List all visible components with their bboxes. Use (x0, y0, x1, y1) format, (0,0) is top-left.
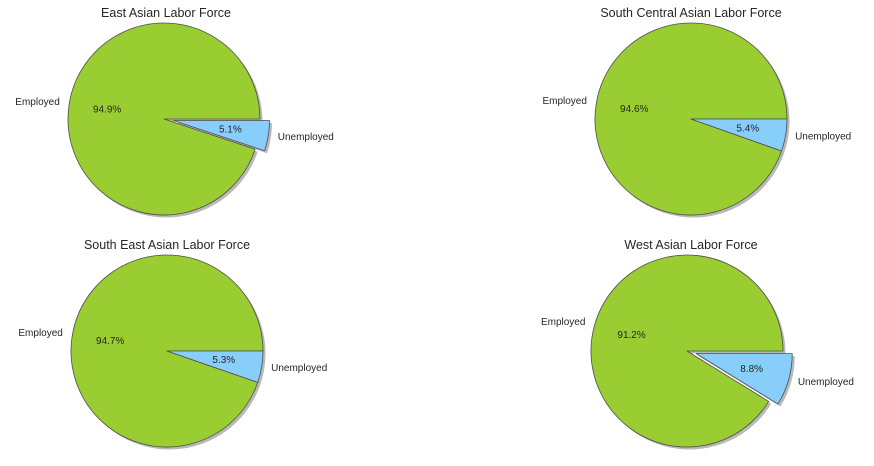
chart-title: South East Asian Labor Force (84, 238, 250, 252)
pie-slice-unemployed (690, 118, 788, 152)
slice-label: Unemployed (798, 377, 854, 388)
pie-chart-west-asia: West Asian Labor Force Employed 91.2% Unem… (541, 238, 854, 450)
pie-slice-employed (590, 254, 784, 448)
pie-chart-south-east-asia: South East Asian Labor Force Employed 94.… (18, 238, 327, 450)
slice-label: Employed (542, 96, 586, 107)
pie-slice-unemployed (173, 120, 270, 152)
slice-label: Employed (541, 317, 585, 328)
slice-label: Employed (15, 97, 59, 108)
chart-title: South Central Asian Labor Force (600, 6, 781, 20)
pie-chart-east-asia: East Asian Labor Force Employed 94.9% Unem… (15, 6, 334, 218)
slice-label: Unemployed (271, 363, 327, 374)
slice-label: Unemployed (795, 131, 851, 142)
slice-percent-label: 5.4% (736, 123, 759, 134)
slice-percent-label: 8.8% (740, 364, 763, 375)
slice-percent-label: 5.3% (212, 355, 235, 366)
slice-label: Unemployed (278, 132, 334, 143)
slice-percent-label: 94.6% (620, 104, 648, 115)
chart-title: West Asian Labor Force (624, 238, 757, 252)
pie-slice-unemployed (166, 350, 264, 383)
slice-percent-label: 5.1% (219, 124, 242, 135)
slice-percent-label: 91.2% (617, 330, 645, 341)
slice-percent-label: 94.9% (93, 104, 121, 115)
pie-slice-unemployed (695, 353, 793, 405)
pie-chart-south-central-asia: South Central Asian Labor Force Employed… (542, 6, 851, 218)
pie-slice-employed (67, 22, 261, 216)
chart-title: East Asian Labor Force (101, 6, 231, 20)
slice-label: Employed (18, 328, 62, 339)
slice-percent-label: 94.7% (96, 336, 124, 347)
